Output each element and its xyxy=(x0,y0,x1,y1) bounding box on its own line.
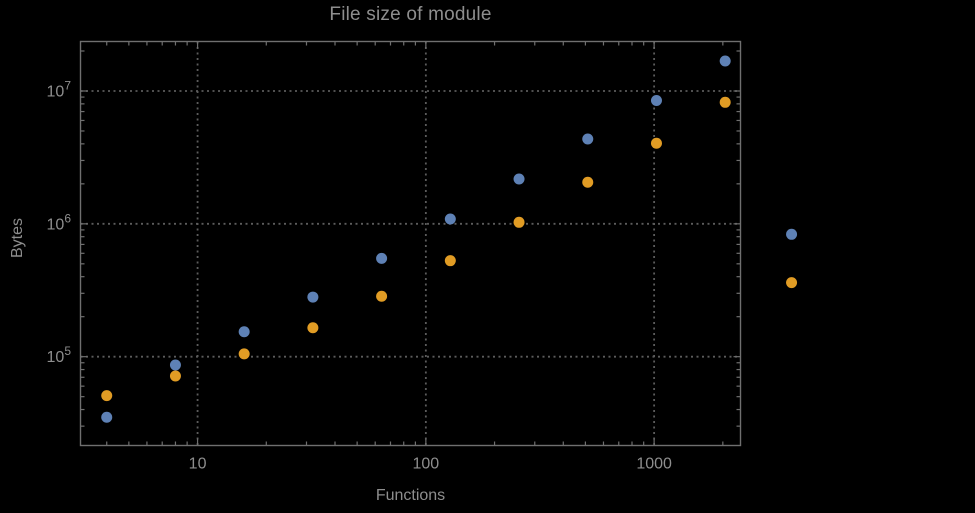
orange-series-point xyxy=(582,176,594,188)
orange-series-point xyxy=(786,277,798,289)
blue-series-point xyxy=(238,326,250,338)
orange-series-point xyxy=(444,255,456,267)
orange-series-point xyxy=(169,370,181,382)
blue-series-point xyxy=(444,213,456,225)
blue-series-point xyxy=(513,173,525,185)
orange-series-point xyxy=(376,290,388,302)
orange-series-point xyxy=(307,322,319,334)
blue-series-point xyxy=(376,252,388,264)
y-tick-label: 106 xyxy=(47,211,72,233)
orange-series-point xyxy=(650,137,662,149)
x-axis-title: Functions xyxy=(375,487,446,504)
blue-series-point xyxy=(169,359,181,371)
x-tick-label: 1000 xyxy=(636,456,672,473)
blue-series-point xyxy=(719,55,731,67)
x-tick-label: 10 xyxy=(189,456,207,473)
blue-series-point xyxy=(786,228,798,240)
orange-series-point xyxy=(101,390,113,402)
chart-title: File size of module xyxy=(329,4,492,25)
blue-series-point xyxy=(101,411,113,423)
plot-frame xyxy=(79,40,742,447)
orange-series-point xyxy=(238,348,250,360)
y-tick-label: 105 xyxy=(47,344,72,366)
orange-series-point xyxy=(719,96,731,108)
blue-series-point xyxy=(650,95,662,107)
x-tick-label: 100 xyxy=(412,456,439,473)
y-tick-label: 107 xyxy=(47,78,72,100)
blue-series-point xyxy=(307,291,319,303)
blue-series-point xyxy=(582,133,594,145)
orange-series-point xyxy=(513,216,525,228)
